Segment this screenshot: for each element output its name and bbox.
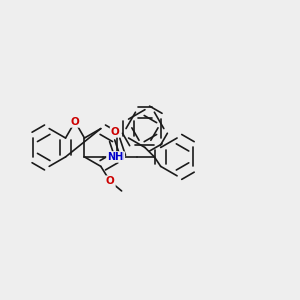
Text: NH: NH bbox=[107, 152, 124, 162]
Text: O: O bbox=[110, 127, 119, 137]
Text: O: O bbox=[106, 176, 115, 187]
Text: O: O bbox=[70, 117, 80, 127]
Text: NH: NH bbox=[107, 152, 123, 162]
